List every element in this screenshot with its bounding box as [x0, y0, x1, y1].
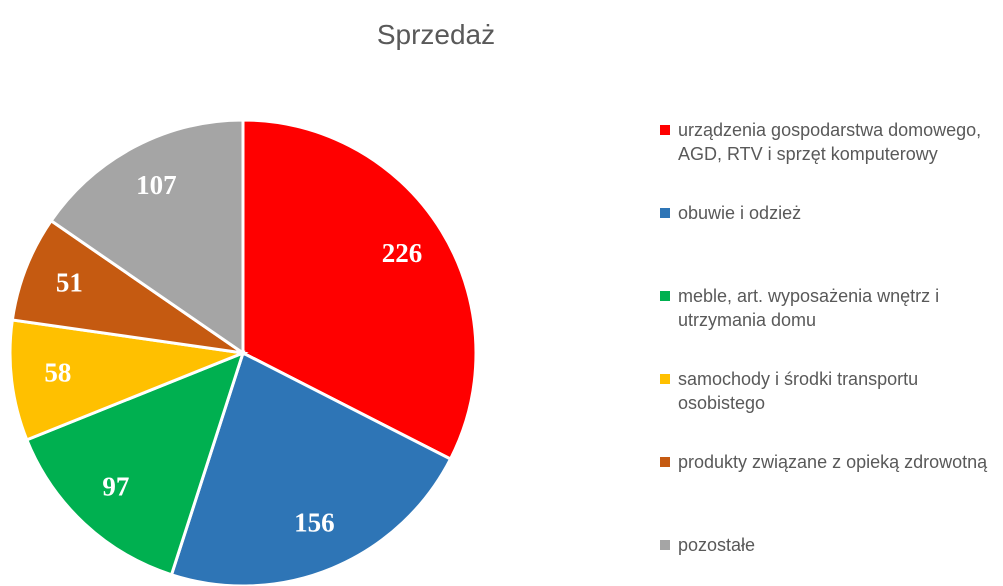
legend-item: meble, art. wyposażenia wnętrz i utrzyma… — [660, 284, 1000, 332]
pie-slice — [241, 118, 478, 462]
legend-item: urządzenia gospodarstwa domowego, AGD, R… — [660, 118, 1000, 166]
data-label: 156 — [294, 507, 335, 537]
legend-swatch — [660, 540, 670, 550]
data-label: 51 — [56, 267, 83, 297]
legend-swatch — [660, 291, 670, 301]
pie-slice — [24, 350, 246, 577]
pie-slice — [169, 350, 453, 586]
legend-item: obuwie i odzież — [660, 201, 1000, 225]
pie-slice — [49, 118, 245, 356]
legend-swatch — [660, 125, 670, 135]
legend-label: produkty związane z opieką zdrowotną — [678, 452, 988, 472]
data-label: 107 — [136, 170, 177, 200]
legend-label: obuwie i odzież — [678, 203, 802, 223]
data-label: 58 — [44, 357, 71, 387]
legend-label: pozostałe — [678, 535, 756, 555]
legend-swatch — [660, 208, 670, 218]
legend-item: produkty związane z opieką zdrowotną — [660, 450, 1000, 474]
legend-label: meble, art. wyposażenia wnętrz i utrzyma… — [678, 286, 940, 330]
legend-label: urządzenia gospodarstwa domowego, AGD, R… — [678, 120, 982, 164]
legend-swatch — [660, 457, 670, 467]
legend-item: samochody i środki transportu osobistego — [660, 367, 1000, 415]
legend-label: samochody i środki transportu osobistego — [678, 369, 919, 413]
data-label: 97 — [102, 472, 129, 502]
data-label: 226 — [382, 238, 423, 268]
pie-slice — [10, 218, 244, 355]
pie-slice — [8, 318, 249, 442]
legend-item: pozostałe — [660, 533, 1000, 557]
chart-title: Sprzedaż — [377, 19, 495, 50]
legend-swatch — [660, 374, 670, 384]
